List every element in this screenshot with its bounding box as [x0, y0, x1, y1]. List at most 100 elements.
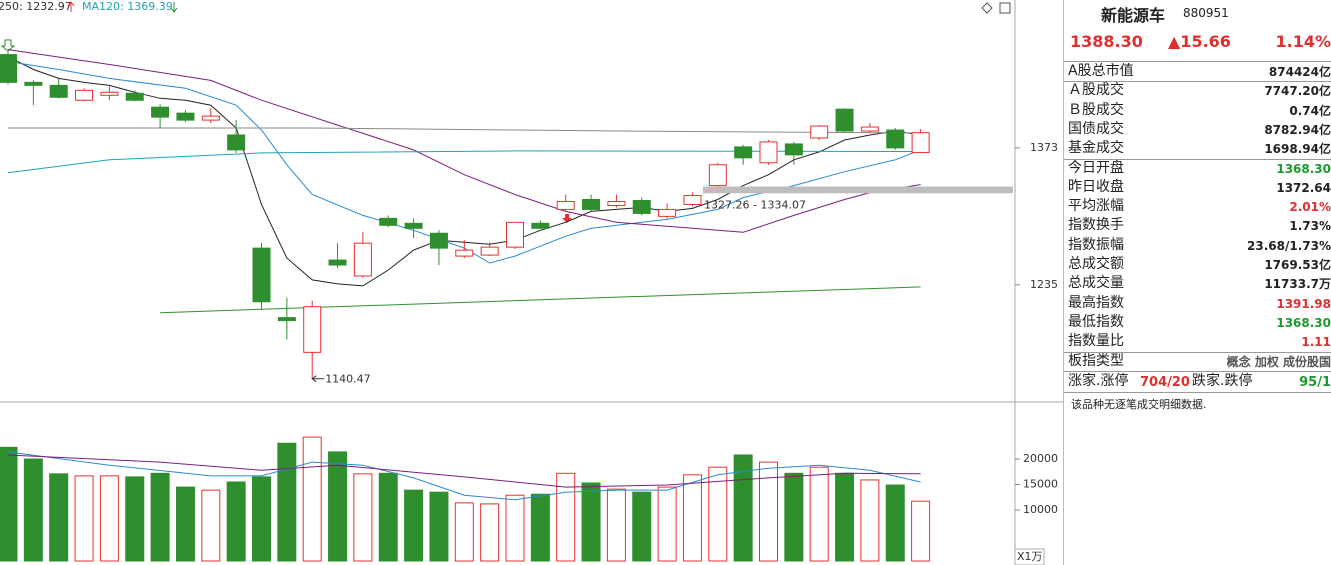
down-arrow-icon	[170, 2, 178, 13]
candle-body	[531, 222, 550, 229]
row-label: 指数量比	[1068, 333, 1124, 350]
ma250-legend: 250: 1232.97	[0, 0, 72, 13]
row-label: 板指类型	[1068, 352, 1124, 369]
row-label: Ｂ股成交	[1068, 101, 1124, 118]
volume-bar	[581, 482, 601, 562]
candle-body	[784, 143, 803, 156]
ma-line	[160, 286, 921, 314]
y-tick-label: 1373	[1030, 141, 1058, 154]
volume-bar	[556, 472, 576, 562]
row-value: 11733.7万	[1264, 277, 1331, 292]
volume-bar	[505, 494, 525, 562]
candle-body	[759, 141, 778, 164]
volume-bar	[429, 491, 449, 562]
diamond-button[interactable]	[981, 2, 993, 14]
row-value: 874424亿	[1268, 65, 1331, 79]
volume-bar	[49, 473, 69, 562]
volume-bar	[74, 475, 94, 562]
row-label: 平均涨幅	[1068, 198, 1124, 215]
candle-body	[810, 125, 829, 139]
breadth-down: 95/1	[1299, 374, 1331, 390]
separator	[1064, 61, 1331, 62]
row-value: 0.74亿	[1289, 103, 1331, 118]
candle-body	[455, 249, 474, 257]
volume-bar	[404, 489, 424, 562]
change: ▲15.66	[1168, 32, 1231, 51]
breadth-label: 跌家.跌停	[1192, 372, 1253, 389]
volume-bar	[632, 491, 652, 562]
candle-body	[404, 222, 423, 229]
separator	[1064, 81, 1331, 83]
row-value: 1769.53亿	[1264, 258, 1331, 272]
note: 该品种无逐笔成交明细数据.	[1071, 397, 1207, 411]
candle-body	[303, 306, 322, 353]
volume-bar	[657, 486, 677, 562]
candle-body	[911, 132, 930, 154]
candle-body	[24, 81, 43, 86]
volume-bar	[226, 481, 246, 562]
low-pointer	[311, 375, 325, 383]
gap-band	[703, 186, 1013, 194]
row-value: 1391.98	[1276, 296, 1331, 311]
candle-body	[607, 200, 626, 206]
row-label: 国债成交	[1068, 120, 1124, 137]
candle-body	[734, 146, 753, 159]
volume-bar	[708, 466, 728, 562]
volume-bar	[733, 454, 753, 562]
ma-line	[7, 61, 921, 264]
row-value: 1368.30	[1276, 161, 1331, 176]
volume-bar	[454, 502, 474, 562]
volume-bar	[606, 488, 626, 562]
volume-bar	[23, 458, 43, 562]
candle-body	[480, 246, 499, 256]
y-tick-label: 15000	[1023, 478, 1058, 491]
candle-body	[506, 221, 524, 248]
row-value: 2.01%	[1289, 200, 1331, 215]
volume-bar	[0, 446, 18, 562]
breadth-up: 704/20	[1140, 374, 1190, 390]
row-value: 1.73%	[1289, 219, 1331, 234]
candle-body	[328, 259, 347, 266]
row-label: 今日开盘	[1068, 159, 1124, 176]
volume-bar	[99, 475, 119, 562]
volume-bar	[682, 474, 702, 562]
volume-bar	[201, 489, 221, 562]
volume-bar	[302, 436, 322, 562]
candle-body	[632, 199, 651, 214]
volume-bar	[378, 472, 398, 562]
y-tick-label: 1235	[1030, 278, 1058, 291]
candle-body	[429, 232, 448, 249]
volume-bar	[353, 473, 373, 562]
candle-body	[886, 129, 905, 149]
row-value: 7747.20亿	[1264, 84, 1331, 99]
candle-body	[252, 247, 271, 303]
ma-line	[7, 49, 921, 233]
candle-body	[151, 106, 170, 118]
square-button[interactable]	[999, 2, 1011, 14]
low-annotation: 1140.47	[325, 373, 371, 386]
separator	[1064, 370, 1331, 372]
index-code: 880951	[1183, 6, 1229, 20]
volume-bar	[860, 479, 880, 562]
volume-bar	[911, 500, 931, 562]
row-value: 23.68/1.73%	[1247, 238, 1331, 253]
row-label: 总成交额	[1068, 256, 1124, 272]
candle-body	[201, 115, 220, 121]
volume-bar	[277, 442, 297, 562]
y-unit-box	[1014, 548, 1045, 565]
row-label: 总成交量	[1068, 275, 1124, 292]
volume-bar	[480, 503, 500, 562]
candle-body	[100, 91, 119, 96]
candle-body	[277, 317, 296, 322]
candle-body	[353, 242, 372, 277]
row-label: 基金成交	[1068, 140, 1124, 157]
row-label: 最低指数	[1068, 313, 1124, 330]
volume-bar	[328, 451, 348, 562]
volume-bar	[759, 461, 778, 562]
candle-body	[227, 134, 246, 151]
candle-body	[556, 200, 575, 210]
ma120-legend: MA120: 1369.39	[82, 0, 173, 13]
last-price: 1388.30	[1070, 32, 1143, 51]
volume-bar	[784, 472, 804, 562]
